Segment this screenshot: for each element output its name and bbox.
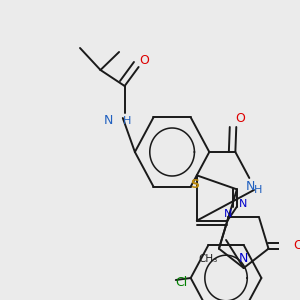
Text: Cl: Cl (175, 275, 188, 289)
Text: O: O (293, 239, 300, 252)
Text: N: N (245, 179, 255, 193)
Text: N: N (104, 113, 113, 127)
Text: CH₃: CH₃ (199, 254, 218, 264)
Text: H: H (123, 116, 131, 126)
Text: N: N (239, 251, 248, 265)
Text: N: N (224, 209, 232, 219)
Text: S: S (190, 178, 200, 191)
Text: H: H (254, 185, 262, 195)
Text: O: O (139, 55, 149, 68)
Text: O: O (235, 112, 245, 124)
Text: N: N (239, 199, 248, 209)
